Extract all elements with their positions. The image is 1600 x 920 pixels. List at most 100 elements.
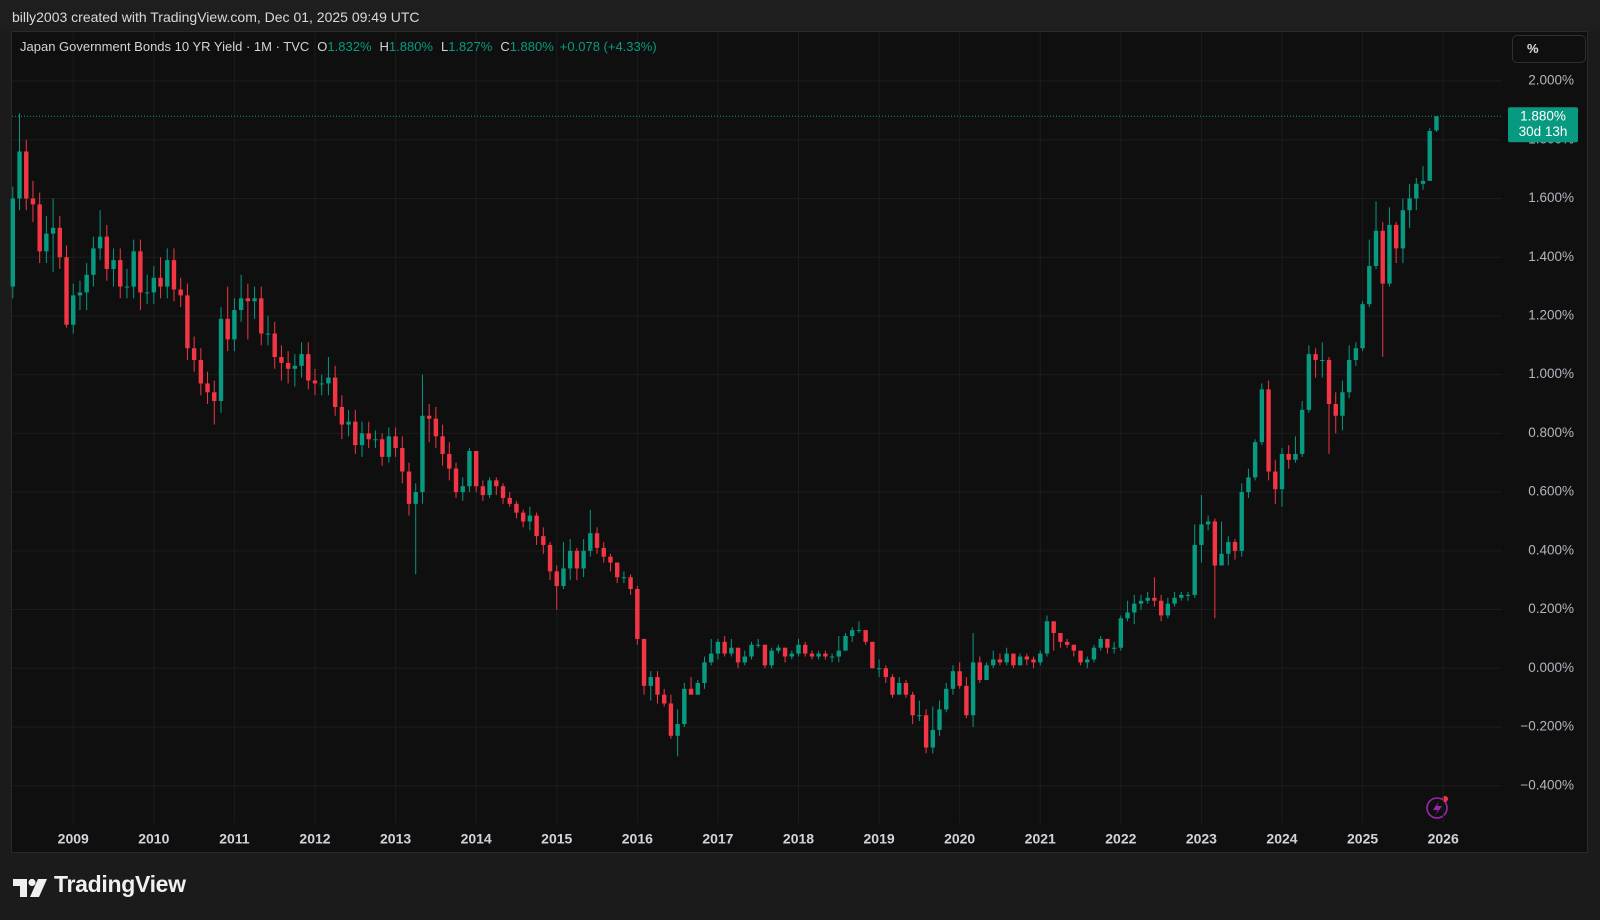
candle-body bbox=[151, 277, 157, 293]
chart-pane bbox=[11, 31, 1588, 853]
candle-body bbox=[1387, 224, 1392, 284]
candle-body bbox=[480, 486, 486, 496]
candle-body bbox=[1380, 230, 1385, 284]
candle-body bbox=[44, 233, 49, 252]
candle-body bbox=[1185, 594, 1191, 596]
candle-body bbox=[1252, 442, 1258, 478]
candle-body bbox=[97, 236, 103, 249]
candle-body bbox=[111, 260, 116, 269]
candle-body bbox=[124, 286, 130, 288]
candle-body bbox=[1078, 650, 1083, 663]
candle-body bbox=[1367, 266, 1372, 305]
candle-body bbox=[1246, 477, 1251, 493]
candle-body bbox=[447, 453, 452, 469]
candle-body bbox=[977, 662, 983, 681]
ohlc-legend: Japan Government Bonds 10 YR Yield · 1M … bbox=[20, 39, 665, 54]
candle-body bbox=[541, 536, 546, 545]
candle-body bbox=[406, 471, 412, 504]
candle-body bbox=[1340, 392, 1345, 416]
attribution-bar: billy2003 created with TradingView.com, … bbox=[0, 0, 1600, 31]
candle-body bbox=[561, 568, 566, 587]
candle-body bbox=[876, 668, 882, 670]
candle-body bbox=[1212, 521, 1218, 566]
candle-body bbox=[17, 151, 22, 199]
candle-body bbox=[601, 547, 606, 557]
candle-body bbox=[1098, 638, 1103, 648]
candle-body bbox=[950, 671, 956, 689]
legend-field-value: 1.880% bbox=[388, 39, 433, 54]
x-tick-label: 2015 bbox=[541, 831, 572, 847]
candle-body bbox=[756, 644, 761, 646]
candle-body bbox=[1017, 656, 1023, 666]
candle-body bbox=[10, 198, 16, 287]
x-tick-label: 2016 bbox=[622, 831, 653, 847]
candle-body bbox=[702, 662, 707, 683]
candle-body bbox=[1024, 656, 1030, 660]
legend-title: Japan Government Bonds 10 YR Yield · 1M … bbox=[20, 39, 310, 54]
candle-body bbox=[1219, 553, 1224, 566]
x-tick-label: 2012 bbox=[299, 831, 330, 847]
candle-body bbox=[1105, 638, 1110, 648]
last-price-badge: 1.880%30d 13h bbox=[1508, 107, 1578, 143]
candle-body bbox=[1313, 354, 1318, 360]
candle-body bbox=[1044, 621, 1050, 654]
candle-body bbox=[1058, 633, 1063, 642]
candle-body bbox=[91, 248, 96, 275]
candle-body bbox=[1004, 653, 1009, 663]
candle-body bbox=[1273, 471, 1278, 490]
candle-body bbox=[547, 544, 553, 572]
x-tick-label: 2019 bbox=[864, 831, 895, 847]
candle-body bbox=[191, 348, 197, 360]
chart: 2009 2010 2011 2012 2013 2014 2015 2016 2017 2018… bbox=[10, 32, 1578, 847]
candle-body bbox=[621, 577, 627, 579]
candle-body bbox=[1299, 409, 1305, 454]
candle-body bbox=[312, 380, 318, 384]
candle-body bbox=[789, 653, 794, 657]
x-tick-label: 2011 bbox=[219, 831, 250, 847]
candle-body bbox=[1132, 603, 1137, 613]
candle-body bbox=[413, 492, 418, 504]
unit-button[interactable]: % bbox=[1512, 35, 1586, 63]
candle-body bbox=[863, 630, 868, 642]
candle-body bbox=[614, 562, 620, 578]
candle-body bbox=[715, 641, 721, 654]
candle-body bbox=[709, 653, 714, 663]
candle-body bbox=[641, 638, 647, 686]
candle-body bbox=[722, 641, 727, 654]
candle-body bbox=[319, 383, 324, 385]
candle-body bbox=[1226, 542, 1231, 554]
candle-body bbox=[917, 715, 922, 717]
lightning-icon[interactable] bbox=[1426, 796, 1448, 819]
candle-body bbox=[1071, 644, 1077, 651]
candle-body bbox=[782, 647, 788, 657]
candle-body bbox=[1192, 544, 1197, 595]
candle-body bbox=[144, 292, 150, 294]
candle-body bbox=[749, 644, 754, 657]
candle-body bbox=[265, 333, 271, 335]
candle-body bbox=[218, 318, 224, 402]
badge-box bbox=[1508, 107, 1578, 143]
candle-body bbox=[64, 257, 69, 325]
candle-body bbox=[118, 260, 123, 287]
candle-body bbox=[272, 333, 277, 358]
y-tick-label: 1.400% bbox=[1528, 249, 1574, 264]
candle-body bbox=[514, 503, 519, 513]
x-tick-label: 2020 bbox=[944, 831, 975, 847]
candle-body bbox=[1145, 597, 1150, 601]
candle-body bbox=[1286, 453, 1291, 460]
legend-field-value: 1.880% bbox=[509, 39, 554, 54]
candle-body bbox=[238, 298, 244, 311]
legend-field-label: L bbox=[440, 39, 449, 54]
candle-body bbox=[964, 685, 969, 716]
candle-body bbox=[527, 515, 533, 522]
candle-body bbox=[1434, 116, 1439, 131]
candle-body bbox=[473, 450, 479, 487]
candle-body bbox=[1373, 230, 1379, 267]
candle-body bbox=[1165, 603, 1171, 616]
candle-body bbox=[306, 354, 311, 381]
candle-body bbox=[816, 653, 821, 657]
candle-body bbox=[292, 365, 298, 369]
candle-body bbox=[890, 677, 895, 695]
x-tick-label: 2018 bbox=[783, 831, 814, 847]
candle-body bbox=[259, 298, 264, 334]
